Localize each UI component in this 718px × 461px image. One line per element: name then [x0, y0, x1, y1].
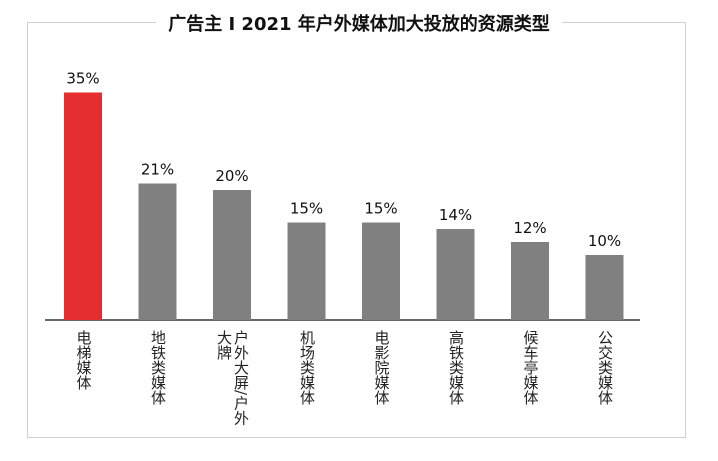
category-label-4: 机场类媒体	[298, 330, 316, 405]
bar-6	[436, 229, 475, 320]
category-label-1: 电梯媒体	[74, 330, 93, 390]
bar-4	[287, 222, 326, 320]
data-label-3: 20%	[215, 167, 248, 185]
chart-title-text: 广告主 I 2021 年户外媒体加大投放的资源类型	[156, 14, 562, 35]
category-label-5: 电影院媒体	[372, 330, 391, 405]
category-label-3: 户外大屏/户外大牌	[215, 330, 250, 426]
bar-7	[511, 242, 549, 320]
category-label-8: 公交类媒体	[596, 330, 614, 405]
data-label-2: 21%	[141, 161, 174, 179]
category-label-2: 地铁类媒体	[149, 330, 167, 405]
bar-1	[64, 92, 102, 320]
category-label-6: 高铁类媒体	[447, 330, 465, 405]
bar-2	[138, 183, 177, 320]
data-label-7: 12%	[513, 219, 546, 237]
data-label-6: 14%	[439, 206, 472, 224]
data-label-1: 35%	[66, 70, 99, 88]
bar-8	[585, 255, 624, 320]
bar-3	[213, 190, 251, 320]
category-label-7: 候车亭媒体	[521, 330, 540, 405]
data-label-8: 10%	[588, 232, 621, 250]
data-label-5: 15%	[364, 200, 397, 218]
data-label-4: 15%	[290, 200, 323, 218]
bar-5	[362, 222, 400, 320]
chart-title: 广告主 I 2021 年户外媒体加大投放的资源类型	[0, 10, 718, 36]
